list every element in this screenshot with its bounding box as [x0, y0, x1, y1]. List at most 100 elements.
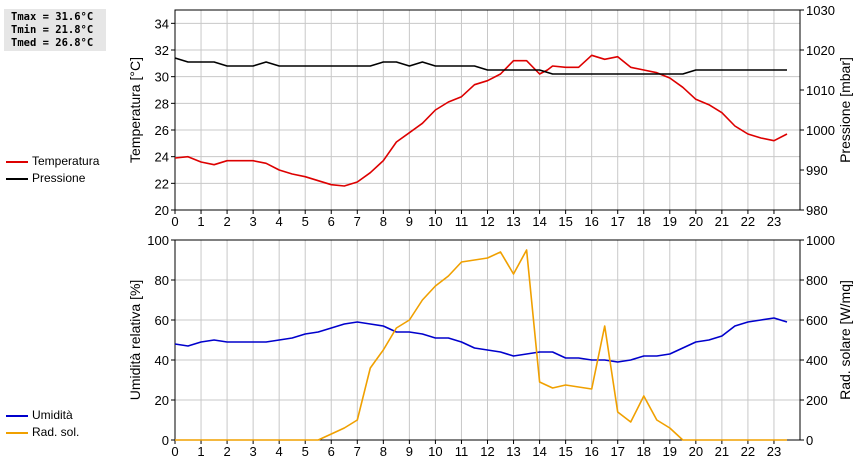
x-tick-label: 1: [197, 214, 204, 229]
x-tick-label: 4: [276, 444, 283, 459]
legend-label-umidita: Umidità: [32, 408, 73, 422]
y-tick-label-left: 26: [155, 123, 169, 138]
y-tick-label-left: 20: [155, 393, 169, 408]
x-tick-label: 21: [715, 214, 729, 229]
legend-label-radsol: Rad. sol.: [32, 425, 80, 439]
x-tick-label: 9: [406, 444, 413, 459]
legend-item-temperatura: Temperatura: [6, 153, 99, 170]
y-tick-label-left: 24: [155, 150, 169, 165]
x-tick-label: 13: [506, 444, 520, 459]
legend-label-temperatura: Temperatura: [32, 154, 100, 168]
plot-frame: [174, 239, 801, 441]
y-tick-label-left: 22: [155, 176, 169, 191]
series-line-rad-sol: [175, 249, 787, 441]
y-tick-label-left: 0: [162, 433, 169, 448]
x-tick-label: 8: [380, 214, 387, 229]
y-tick-label-left: 40: [155, 353, 169, 368]
legend-swatch-temperatura: [6, 161, 28, 163]
y-axis-label-left: Temperatura [°C]: [127, 57, 143, 163]
x-tick-label: 14: [532, 214, 546, 229]
x-tick-label: 15: [558, 444, 572, 459]
y-tick-label-left: 60: [155, 313, 169, 328]
plot-frame: [174, 9, 801, 211]
x-tick-label: 0: [171, 214, 178, 229]
x-tick-label: 12: [480, 444, 494, 459]
y-tick-label-right: 0: [806, 433, 813, 448]
x-tick-label: 14: [532, 444, 546, 459]
x-tick-label: 5: [302, 444, 309, 459]
legend-swatch-radsol: [6, 432, 28, 434]
y-tick-label-left: 28: [155, 96, 169, 111]
x-tick-label: 17: [610, 444, 624, 459]
y-tick-label-left: 30: [155, 70, 169, 85]
top-legend: Temperatura Pressione: [6, 153, 99, 187]
y-tick-label-left: 20: [155, 203, 169, 218]
bottom-legend: Umidità Rad. sol.: [6, 407, 79, 441]
legend-item-pressione: Pressione: [6, 170, 99, 187]
x-tick-label: 6: [328, 444, 335, 459]
x-tick-label: 2: [223, 444, 230, 459]
y-tick-label-right: 1010: [806, 83, 835, 98]
x-tick-label: 8: [380, 444, 387, 459]
legend-swatch-pressione: [6, 178, 28, 180]
x-tick-label: 12: [480, 214, 494, 229]
y-axis-label-left: Umidità relativa [%]: [127, 280, 143, 401]
x-tick-label: 13: [506, 214, 520, 229]
y-tick-label-right: 1030: [806, 3, 835, 18]
y-axis-label-right: Rad. solare [W/mq]: [837, 280, 853, 400]
y-tick-label-left: 34: [155, 16, 169, 31]
y-tick-label-left: 100: [147, 233, 169, 248]
tmax-label: Tmax = 31.6°C: [11, 11, 94, 23]
x-tick-label: 20: [689, 214, 703, 229]
x-tick-label: 16: [584, 214, 598, 229]
x-tick-label: 20: [689, 444, 703, 459]
stats-box: Tmax = 31.6°C Tmin = 21.8°C Tmed = 26.8°…: [4, 9, 106, 51]
x-tick-label: 0: [171, 444, 178, 459]
x-tick-label: 7: [354, 444, 361, 459]
x-tick-label: 3: [250, 214, 257, 229]
y-tick-label-right: 800: [806, 273, 828, 288]
x-tick-label: 23: [767, 444, 781, 459]
legend-item-umidita: Umidità: [6, 407, 79, 424]
x-tick-label: 11: [455, 444, 469, 459]
legend-label-pressione: Pressione: [32, 171, 86, 185]
legend-item-radsol: Rad. sol.: [6, 424, 79, 441]
y-tick-label-right: 1020: [806, 43, 835, 58]
x-tick-label: 19: [663, 214, 677, 229]
x-tick-label: 6: [328, 214, 335, 229]
x-tick-label: 2: [223, 214, 230, 229]
x-tick-label: 22: [741, 444, 755, 459]
x-tick-label: 10: [428, 214, 442, 229]
y-tick-label-right: 1000: [806, 123, 835, 138]
series-line-temperatura: [174, 54, 788, 187]
x-tick-label: 1: [197, 444, 204, 459]
x-tick-label: 15: [558, 214, 572, 229]
legend-swatch-umidita: [6, 415, 28, 417]
y-tick-label-right: 600: [806, 313, 828, 328]
x-tick-label: 7: [354, 214, 361, 229]
x-tick-label: 5: [302, 214, 309, 229]
x-tick-label: 10: [428, 444, 442, 459]
x-tick-label: 23: [767, 214, 781, 229]
x-tick-label: 21: [715, 444, 729, 459]
x-tick-label: 9: [406, 214, 413, 229]
y-tick-label-right: 1000: [806, 233, 835, 248]
series-line-umidit: [174, 317, 788, 363]
y-tick-label-right: 200: [806, 393, 828, 408]
x-tick-label: 17: [610, 214, 624, 229]
y-tick-label-left: 80: [155, 273, 169, 288]
y-tick-label-left: 32: [155, 43, 169, 58]
x-tick-label: 3: [250, 444, 257, 459]
x-tick-label: 4: [276, 214, 283, 229]
y-tick-label-right: 990: [806, 163, 828, 178]
x-tick-label: 19: [663, 444, 677, 459]
tmed-label: Tmed = 26.8°C: [11, 37, 94, 49]
x-tick-label: 18: [637, 444, 651, 459]
y-tick-label-right: 980: [806, 203, 828, 218]
x-tick-label: 16: [584, 444, 598, 459]
x-tick-label: 18: [637, 214, 651, 229]
tmin-label: Tmin = 21.8°C: [11, 24, 94, 36]
series-line-pressione: [174, 57, 787, 75]
y-axis-label-right: Pressione [mbar]: [837, 57, 853, 163]
